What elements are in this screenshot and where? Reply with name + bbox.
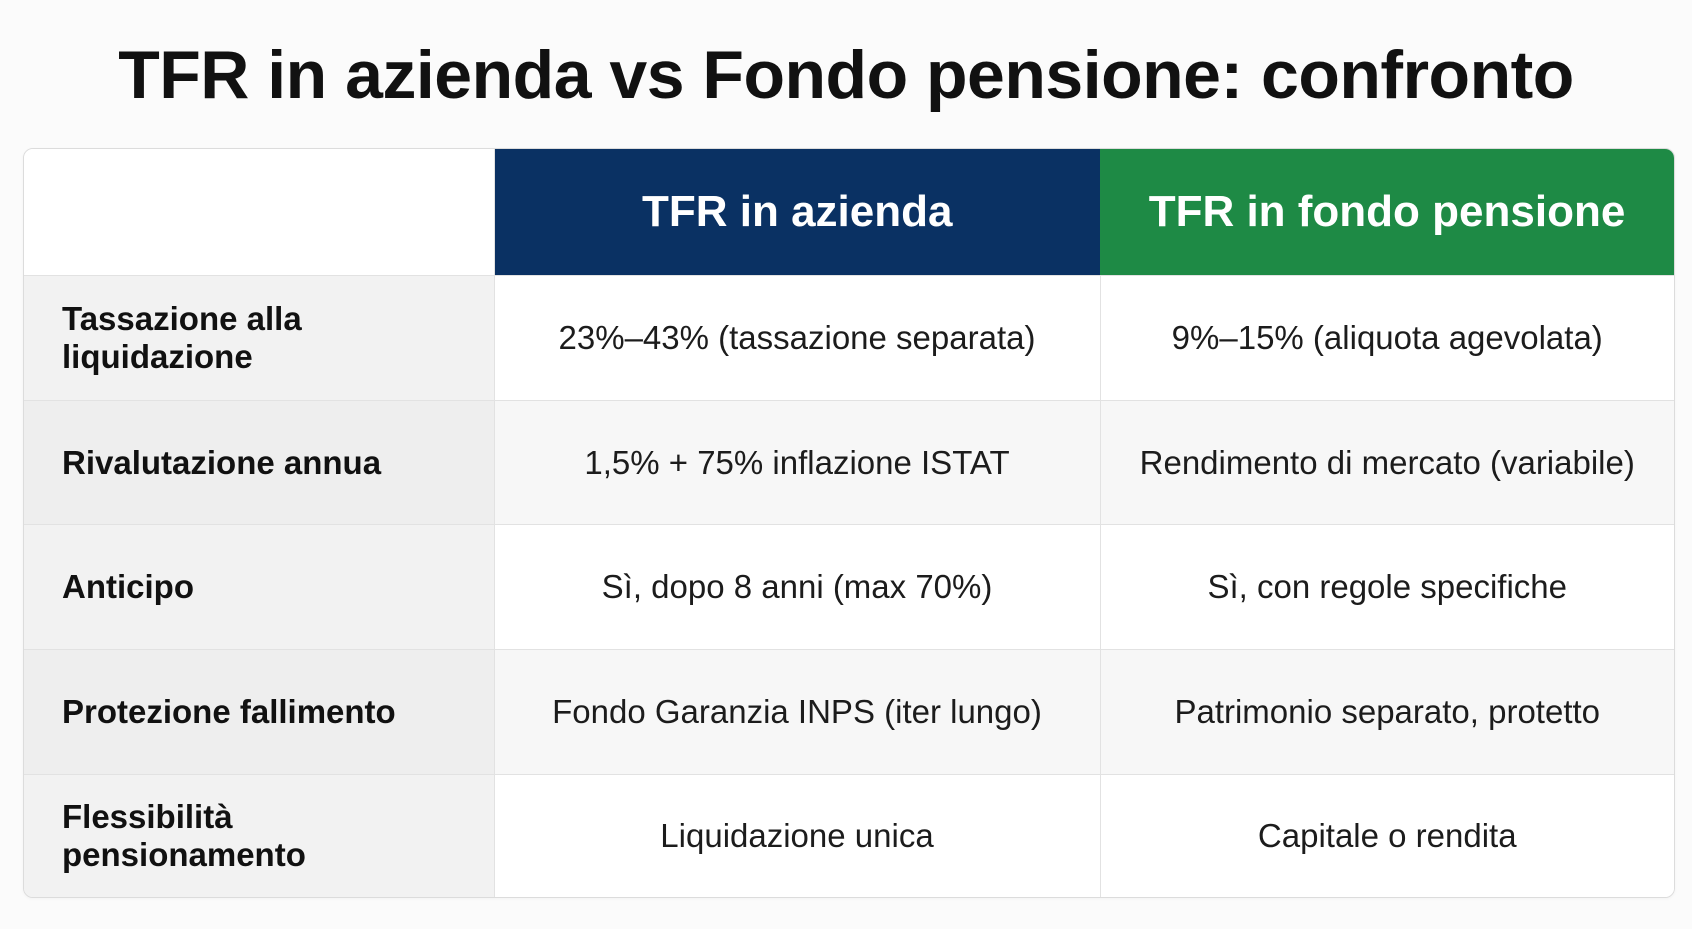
table-row: Tassazione alla liquidazione 23%–43% (ta… [24, 275, 1674, 401]
cell-fondo: Patrimonio separato, protetto [1100, 649, 1674, 775]
cell-azienda: Liquidazione unica [494, 773, 1101, 897]
header-corner-cell [24, 149, 495, 276]
cell-fondo: Capitale o rendita [1100, 773, 1674, 897]
row-label: Flessibilità pensionamento [24, 773, 495, 897]
table-header-row: TFR in azienda TFR in fondo pensione [24, 149, 1674, 276]
cell-azienda: 23%–43% (tassazione separata) [494, 275, 1101, 401]
comparison-table-container: TFR in azienda TFR in fondo pensione Tas… [23, 148, 1675, 898]
cell-azienda: Sì, dopo 8 anni (max 70%) [494, 524, 1101, 650]
cell-fondo: Rendimento di mercato (variabile) [1100, 399, 1674, 525]
table-row: Protezione fallimento Fondo Garanzia INP… [24, 649, 1674, 775]
table-row: Flessibilità pensionamento Liquidazione … [24, 773, 1674, 897]
page-title: TFR in azienda vs Fondo pensione: confro… [118, 37, 1574, 113]
comparison-table: TFR in azienda TFR in fondo pensione Tas… [24, 149, 1674, 897]
row-label: Rivalutazione annua [24, 399, 495, 525]
cell-azienda: Fondo Garanzia INPS (iter lungo) [494, 649, 1101, 775]
cell-fondo: Sì, con regole specifiche [1100, 524, 1674, 650]
header-tfr-azienda: TFR in azienda [494, 149, 1100, 276]
header-tfr-fondo-pensione: TFR in fondo pensione [1100, 149, 1674, 276]
row-label: Protezione fallimento [24, 649, 495, 775]
table-row: Anticipo Sì, dopo 8 anni (max 70%) Sì, c… [24, 524, 1674, 650]
row-label: Anticipo [24, 524, 495, 650]
table-row: Rivalutazione annua 1,5% + 75% inflazion… [24, 399, 1674, 525]
cell-azienda: 1,5% + 75% inflazione ISTAT [494, 399, 1101, 525]
row-label: Tassazione alla liquidazione [24, 275, 495, 401]
cell-fondo: 9%–15% (aliquota agevolata) [1100, 275, 1674, 401]
